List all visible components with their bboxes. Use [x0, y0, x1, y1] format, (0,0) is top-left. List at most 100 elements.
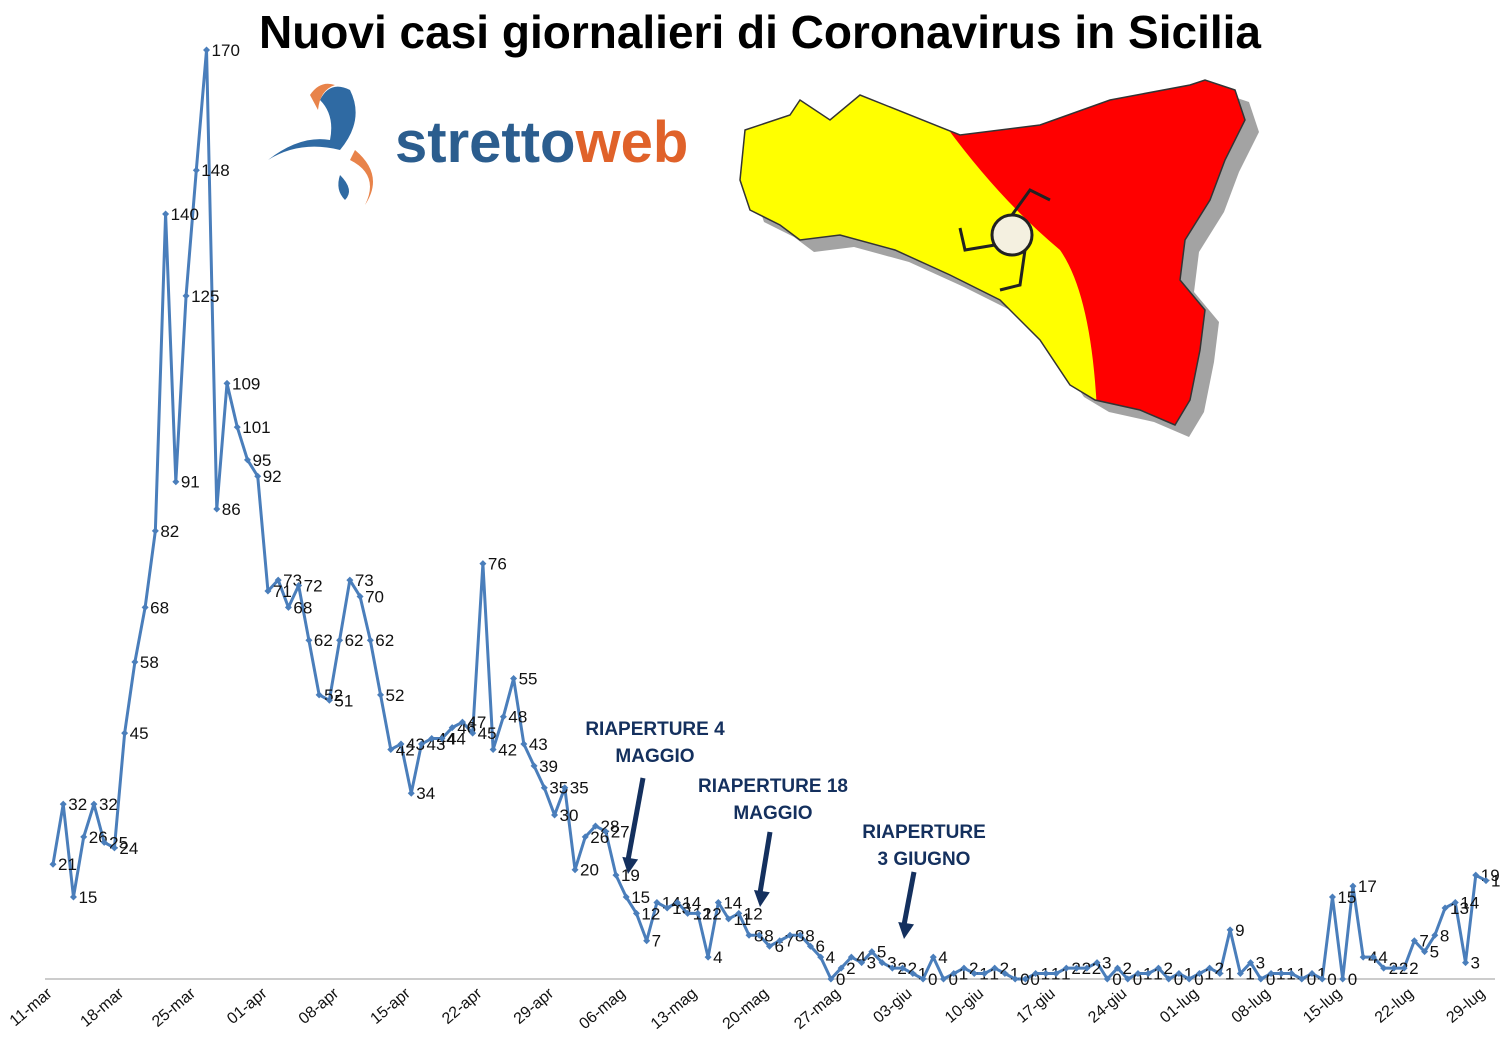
- data-point: [1288, 970, 1296, 978]
- data-label: 45: [478, 724, 497, 743]
- data-point: [1103, 975, 1111, 983]
- data-label: 92: [263, 467, 282, 486]
- data-point: [499, 713, 507, 721]
- annotation-text: MAGGIO: [615, 746, 694, 767]
- data-label: 17: [1358, 877, 1377, 896]
- data-point: [284, 603, 292, 611]
- data-label: 18: [1491, 872, 1501, 891]
- data-label: 6: [775, 937, 784, 956]
- data-point: [571, 866, 579, 874]
- data-label: 1: [959, 965, 968, 984]
- data-point: [254, 472, 262, 480]
- data-point: [837, 964, 845, 972]
- data-label: 1: [918, 965, 927, 984]
- data-point: [745, 931, 753, 939]
- data-label: 24: [119, 839, 138, 858]
- data-label: 62: [345, 631, 364, 650]
- data-label: 101: [242, 418, 270, 437]
- data-label: 51: [334, 691, 353, 710]
- annotation-text: RIAPERTURE 18: [698, 776, 848, 797]
- data-point: [510, 674, 518, 682]
- data-label: 44: [447, 730, 466, 749]
- data-point: [1093, 959, 1101, 967]
- data-point: [274, 576, 282, 584]
- data-point: [1308, 970, 1316, 978]
- x-tick-label: 22-lug: [1372, 985, 1417, 1027]
- data-label: 2: [1092, 959, 1101, 978]
- data-point: [520, 740, 528, 748]
- data-point: [1195, 970, 1203, 978]
- x-tick-label: 22-apr: [439, 985, 486, 1028]
- data-point: [1175, 970, 1183, 978]
- data-label: 95: [252, 451, 271, 470]
- x-tick-label: 15-lug: [1300, 985, 1345, 1027]
- annotation-arrow: [625, 777, 646, 861]
- data-label: 0: [836, 970, 845, 989]
- data-label: 3: [1256, 954, 1265, 973]
- data-point: [1298, 975, 1306, 983]
- x-tick-label: 10-giu: [942, 985, 987, 1027]
- data-label: 1: [989, 965, 998, 984]
- data-label: 1: [1010, 965, 1019, 984]
- data-point: [1073, 964, 1081, 972]
- data-point: [1369, 953, 1377, 961]
- data-point: [366, 636, 374, 644]
- data-label: 1: [1225, 965, 1234, 984]
- data-point: [336, 636, 344, 644]
- data-label: 20: [580, 861, 599, 880]
- logo-mark: [268, 83, 373, 205]
- data-point: [1216, 970, 1224, 978]
- data-label: 39: [539, 757, 558, 776]
- data-point: [151, 527, 159, 535]
- data-point: [919, 975, 927, 983]
- x-tick-label: 01-lug: [1157, 985, 1202, 1027]
- data-point: [110, 844, 118, 852]
- data-point: [1359, 953, 1367, 961]
- data-label: 76: [488, 555, 507, 574]
- data-label: 68: [150, 598, 169, 617]
- data-point: [755, 931, 763, 939]
- data-point: [1032, 970, 1040, 978]
- data-label: 35: [570, 779, 589, 798]
- data-point: [1185, 975, 1193, 983]
- data-point: [1482, 877, 1490, 885]
- data-point: [80, 833, 88, 841]
- data-point: [315, 691, 323, 699]
- data-point: [469, 729, 477, 737]
- data-point: [1451, 898, 1459, 906]
- data-point: [673, 898, 681, 906]
- data-point: [551, 811, 559, 819]
- data-label: 12: [744, 904, 763, 923]
- data-point: [295, 582, 303, 590]
- data-label: 42: [498, 740, 517, 759]
- data-point: [233, 423, 241, 431]
- data-label: 12: [693, 904, 712, 923]
- x-tick-label: 08-lug: [1229, 985, 1274, 1027]
- data-point: [69, 893, 77, 901]
- data-label: 1: [1317, 965, 1326, 984]
- data-point: [1400, 964, 1408, 972]
- x-tick-label: 08-apr: [296, 985, 343, 1028]
- data-point: [1001, 970, 1009, 978]
- annotation-text: MAGGIO: [733, 803, 812, 824]
- data-point: [991, 964, 999, 972]
- data-label: 35: [549, 779, 568, 798]
- data-point: [1462, 959, 1470, 967]
- data-point: [1124, 975, 1132, 983]
- data-label: 14: [1460, 893, 1479, 912]
- data-point: [1144, 970, 1152, 978]
- data-point: [653, 898, 661, 906]
- data-point: [100, 838, 108, 846]
- data-label: 82: [160, 522, 179, 541]
- data-point: [1011, 975, 1019, 983]
- data-label: 5: [877, 943, 886, 962]
- data-point: [223, 379, 231, 387]
- data-label: 0: [928, 970, 937, 989]
- data-point: [387, 745, 395, 753]
- data-label: 8: [1440, 926, 1449, 945]
- annotation-arrowhead: [898, 921, 915, 939]
- data-point: [766, 942, 773, 950]
- data-point: [305, 636, 313, 644]
- data-label: 68: [293, 598, 312, 617]
- data-label: 55: [519, 669, 538, 688]
